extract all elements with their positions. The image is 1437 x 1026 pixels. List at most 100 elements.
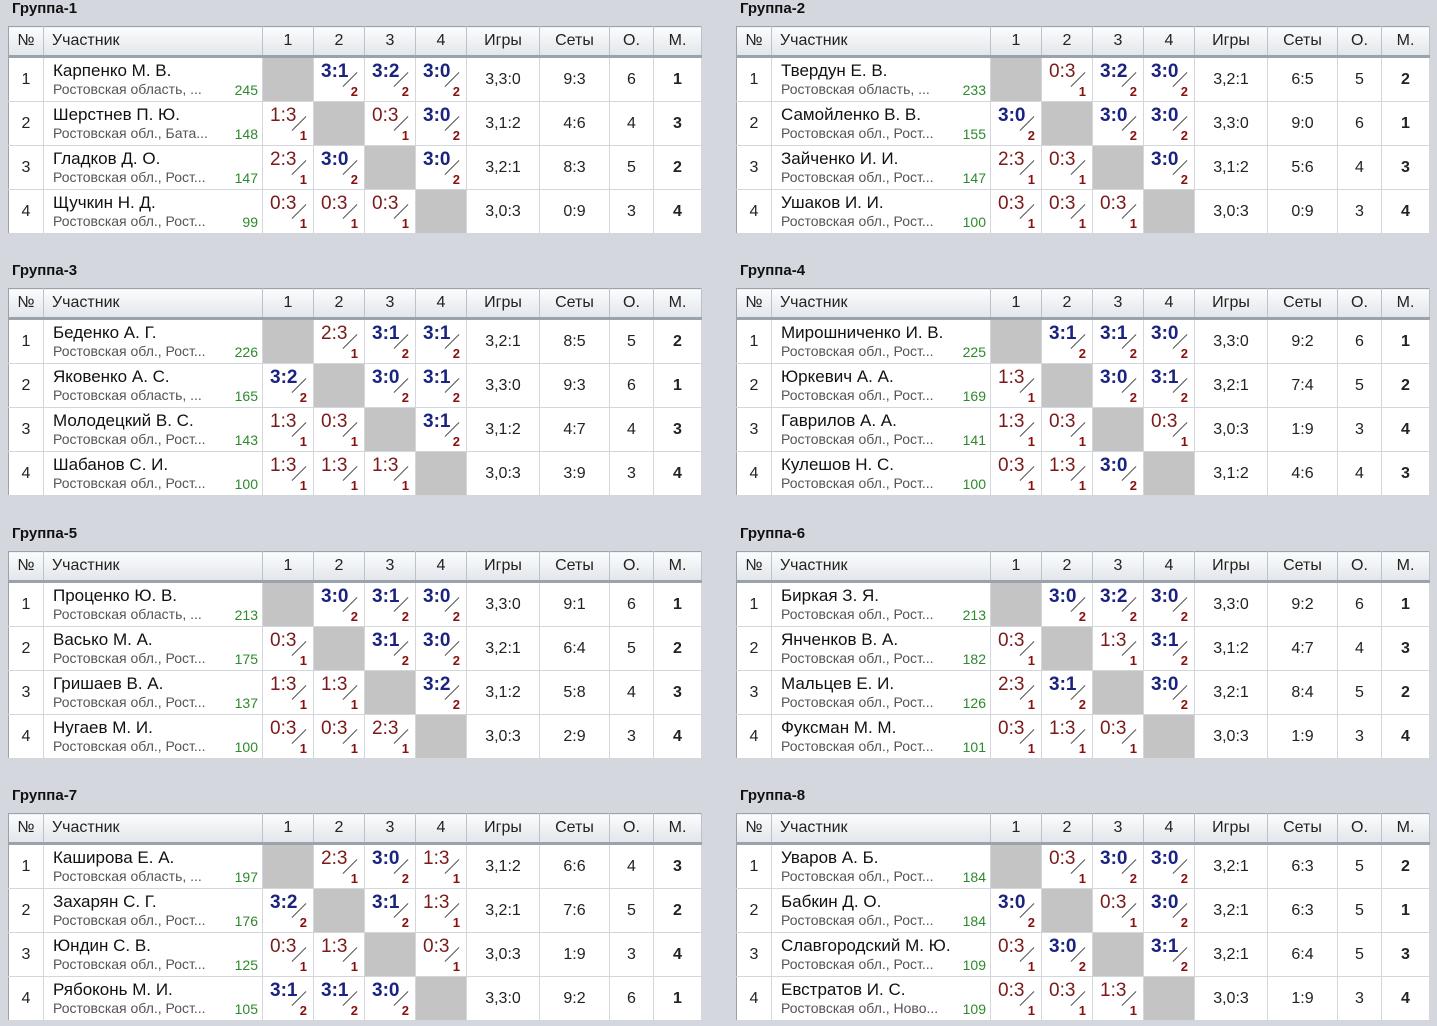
col-header-points[interactable]: О. (609, 288, 654, 320)
participant-name[interactable]: Шабанов С. И. (53, 455, 169, 474)
match-score-cell[interactable]: 3:1 2 (364, 318, 416, 364)
participant-cell[interactable]: Гаврилов А. А. Ростовская обл., Рост... 14… (771, 407, 991, 452)
participant-cell[interactable]: Нугаев М. И. Ростовская обл., Рост... 100 (43, 714, 263, 759)
table-row[interactable]: 4 Фуксман М. М. Ростовская обл., Рост... 10… (736, 714, 1430, 759)
table-row[interactable]: 1 Беденко А. Г. Ростовская обл., Рост... 22… (8, 318, 702, 364)
col-header-place[interactable]: М. (653, 551, 702, 583)
match-score-cell[interactable]: 1:3 1 (1092, 976, 1144, 1021)
match-score-cell[interactable]: 0:3 1 (990, 626, 1042, 671)
match-score-cell[interactable]: 0:3 1 (313, 407, 365, 452)
match-score-cell[interactable]: 3:0 2 (1092, 451, 1144, 496)
col-header-1[interactable]: 1 (262, 288, 314, 320)
participant-cell[interactable]: Шабанов С. И. Ростовская обл., Рост... 100 (43, 451, 263, 496)
participant-name[interactable]: Славгородский М. Ю. (781, 936, 951, 955)
match-score-cell[interactable]: 3:0 2 (990, 101, 1042, 146)
col-header-sets[interactable]: Сеты (539, 813, 610, 845)
participant-cell[interactable]: Фуксман М. М. Ростовская обл., Рост... 101 (771, 714, 991, 759)
col-header-games[interactable]: Игры (1194, 288, 1268, 320)
table-row[interactable]: 1 Твердун Е. В. Ростовская область, ... 233… (736, 56, 1430, 102)
match-score-cell[interactable]: 1:3 1 (415, 888, 467, 933)
match-score-cell[interactable]: 0:3 1 (262, 932, 314, 977)
participant-name[interactable]: Беденко А. Г. (53, 323, 157, 342)
match-score-cell[interactable]: 1:3 1 (313, 670, 365, 715)
participant-name[interactable]: Кулешов Н. С. (781, 455, 894, 474)
col-header-participant[interactable]: Участник (43, 813, 263, 845)
col-header-place[interactable]: М. (1381, 26, 1430, 58)
table-row[interactable]: 3 Юндин С. В. Ростовская обл., Рост... 125 0… (8, 932, 702, 977)
match-score-cell[interactable]: 3:1 2 (1092, 318, 1144, 364)
col-header-participant[interactable]: Участник (771, 551, 991, 583)
match-score-cell[interactable]: 1:3 1 (1041, 714, 1093, 759)
match-score-cell[interactable]: 3:1 2 (415, 318, 467, 364)
match-score-cell[interactable]: 3:2 2 (1092, 581, 1144, 627)
match-score-cell[interactable]: 3:2 2 (1092, 56, 1144, 102)
table-row[interactable]: 1 Проценко Ю. В. Ростовская область, ... 21… (8, 581, 702, 627)
participant-name[interactable]: Ушаков И. И. (781, 193, 884, 212)
col-header-4[interactable]: 4 (1143, 288, 1195, 320)
participant-cell[interactable]: Зайченко И. И. Ростовская обл., Рост... 14… (771, 145, 991, 190)
table-row[interactable]: 1 Биркая З. Я. Ростовская обл., Рост... 213… (736, 581, 1430, 627)
match-score-cell[interactable]: 2:3 1 (990, 670, 1042, 715)
table-row[interactable]: 4 Евстратов И. С. Ростовская обл., Ново...… (736, 976, 1430, 1021)
participant-name[interactable]: Карпенко М. В. (53, 61, 172, 80)
match-score-cell[interactable]: 3:1 2 (1041, 318, 1093, 364)
participant-name[interactable]: Яковенко А. С. (53, 367, 170, 386)
table-row[interactable]: 3 Мальцев Е. И. Ростовская обл., Рост... 12… (736, 670, 1430, 715)
match-score-cell[interactable]: 0:3 1 (1041, 843, 1093, 889)
participant-name[interactable]: Бабкин Д. О. (781, 892, 882, 911)
col-header-num[interactable]: № (8, 26, 44, 58)
participant-cell[interactable]: Ушаков И. И. Ростовская обл., Рост... 100 (771, 189, 991, 234)
match-score-cell[interactable]: 3:1 2 (415, 407, 467, 452)
match-score-cell[interactable]: 0:3 1 (1041, 145, 1093, 190)
match-score-cell[interactable]: 3:2 2 (262, 363, 314, 408)
participant-cell[interactable]: Каширова Е. А. Ростовская область, ... 197 (43, 843, 263, 889)
participant-name[interactable]: Проценко Ю. В. (53, 586, 178, 605)
match-score-cell[interactable]: 0:3 1 (1041, 56, 1093, 102)
col-header-games[interactable]: Игры (466, 288, 540, 320)
col-header-num[interactable]: № (736, 813, 772, 845)
match-score-cell[interactable]: 1:3 1 (262, 451, 314, 496)
col-header-participant[interactable]: Участник (771, 813, 991, 845)
participant-cell[interactable]: Бабкин Д. О. Ростовская обл., Рост... 184 (771, 888, 991, 933)
participant-name[interactable]: Гаврилов А. А. (781, 411, 897, 430)
col-header-1[interactable]: 1 (990, 26, 1042, 58)
col-header-3[interactable]: 3 (364, 551, 416, 583)
col-header-points[interactable]: О. (1337, 813, 1382, 845)
participant-cell[interactable]: Щучкин Н. Д. Ростовская обл., Рост... 99 (43, 189, 263, 234)
col-header-games[interactable]: Игры (1194, 26, 1268, 58)
participant-cell[interactable]: Гладков Д. О. Ростовская обл., Рост... 147 (43, 145, 263, 190)
col-header-4[interactable]: 4 (415, 26, 467, 58)
col-header-2[interactable]: 2 (1041, 288, 1093, 320)
table-row[interactable]: 4 Кулешов Н. С. Ростовская обл., Рост... 10… (736, 451, 1430, 496)
match-score-cell[interactable]: 0:3 1 (364, 101, 416, 146)
match-score-cell[interactable]: 0:3 1 (990, 189, 1042, 234)
match-score-cell[interactable]: 0:3 1 (1092, 714, 1144, 759)
match-score-cell[interactable]: 0:3 1 (262, 626, 314, 671)
table-row[interactable]: 3 Славгородский М. Ю. Ростовская обл., Рос… (736, 932, 1430, 977)
match-score-cell[interactable]: 1:3 1 (415, 843, 467, 889)
match-score-cell[interactable]: 3:0 2 (1092, 101, 1144, 146)
col-header-3[interactable]: 3 (364, 813, 416, 845)
col-header-2[interactable]: 2 (1041, 26, 1093, 58)
participant-cell[interactable]: Биркая З. Я. Ростовская обл., Рост... 213 (771, 581, 991, 627)
match-score-cell[interactable]: 0:3 1 (990, 932, 1042, 977)
participant-name[interactable]: Самойленко В. В. (781, 105, 921, 124)
col-header-1[interactable]: 1 (990, 288, 1042, 320)
match-score-cell[interactable]: 3:0 2 (1143, 101, 1195, 146)
participant-name[interactable]: Молодецкий В. С. (53, 411, 194, 430)
col-header-2[interactable]: 2 (313, 26, 365, 58)
participant-name[interactable]: Уваров А. Б. (781, 848, 879, 867)
match-score-cell[interactable]: 0:3 1 (1041, 407, 1093, 452)
match-score-cell[interactable]: 3:0 2 (990, 888, 1042, 933)
col-header-4[interactable]: 4 (1143, 813, 1195, 845)
col-header-2[interactable]: 2 (313, 551, 365, 583)
match-score-cell[interactable]: 0:3 1 (1092, 888, 1144, 933)
col-header-sets[interactable]: Сеты (1267, 288, 1338, 320)
col-header-participant[interactable]: Участник (43, 551, 263, 583)
match-score-cell[interactable]: 0:3 1 (313, 189, 365, 234)
participant-cell[interactable]: Гришаев В. А. Ростовская обл., Рост... 137 (43, 670, 263, 715)
col-header-place[interactable]: М. (653, 288, 702, 320)
participant-cell[interactable]: Васько М. А. Ростовская обл., Рост... 175 (43, 626, 263, 671)
table-row[interactable]: 4 Рябоконь М. И. Ростовская обл., Рост... 1… (8, 976, 702, 1021)
col-header-points[interactable]: О. (609, 26, 654, 58)
